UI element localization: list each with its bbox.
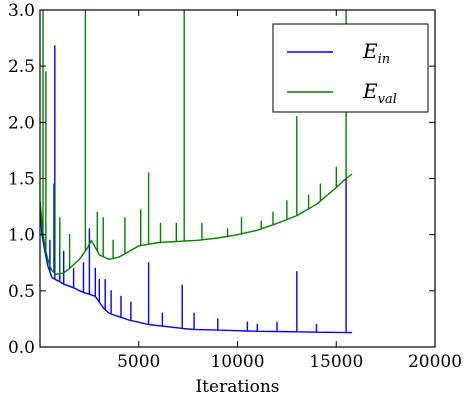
y-ticks: 0.0 0.5 1.0 1.5 2.0 2.5 3.0 [8, 1, 435, 358]
y-tick-label: 3.0 [8, 1, 35, 21]
legend-label-e-in: Ein [362, 39, 390, 67]
legend-label-e-val: Eval [362, 79, 397, 107]
series-line-e-val [40, 10, 353, 275]
x-tick-label: 5000 [117, 352, 160, 372]
plot-lines [40, 10, 353, 334]
y-tick-label: 2.0 [8, 113, 35, 133]
legend-label-e-in-main: E [362, 39, 378, 63]
x-tick-label: 20000 [408, 352, 462, 372]
y-tick-label: 1.0 [8, 226, 35, 246]
y-tick-label: 1.5 [8, 170, 35, 190]
x-tick-label: 10000 [210, 352, 264, 372]
y-tick-label: 2.5 [8, 57, 35, 77]
legend-label-e-val-sub: val [378, 92, 397, 107]
x-tick-label: 15000 [309, 352, 363, 372]
x-ticks: 5000 10000 15000 20000 [117, 10, 462, 372]
y-tick-label: 0.0 [8, 338, 35, 358]
legend-label-e-val-main: E [362, 79, 378, 103]
y-tick-label: 0.5 [8, 282, 35, 302]
x-axis-title: Iterations [195, 377, 279, 397]
legend: Ein Eval [272, 23, 429, 113]
series-line-e-in [40, 45, 353, 334]
legend-box [272, 23, 429, 113]
legend-label-e-in-sub: in [378, 52, 391, 67]
